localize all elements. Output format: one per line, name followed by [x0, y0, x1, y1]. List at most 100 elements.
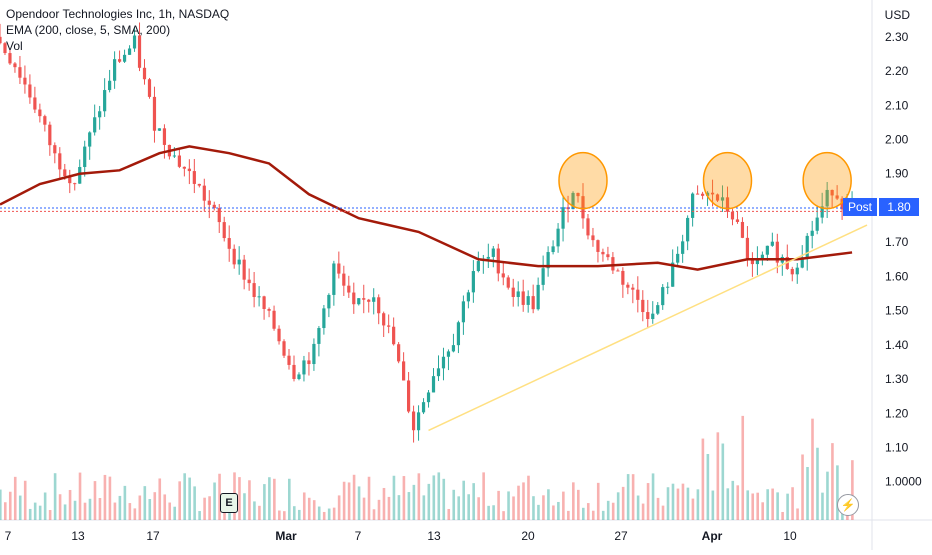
candle-body — [441, 356, 446, 369]
x-tick-label: 13 — [71, 529, 85, 543]
x-tick-label: Mar — [275, 529, 297, 543]
candle-body — [73, 183, 77, 185]
post-market-badge: Post — [843, 198, 877, 216]
candle-body — [23, 77, 27, 85]
volume-bar — [238, 477, 241, 520]
volume-bar — [347, 482, 351, 520]
lightning-icon[interactable]: ⚡ — [837, 494, 859, 516]
volume-bar — [497, 490, 500, 520]
earnings-marker-icon[interactable]: E — [220, 493, 238, 513]
candle-body — [127, 48, 132, 55]
candle-body — [217, 208, 221, 223]
volume-bar — [357, 486, 361, 520]
candle-body — [616, 270, 620, 272]
x-tick-label: 27 — [614, 529, 628, 543]
volume-bar — [18, 495, 22, 520]
candle-body — [297, 374, 301, 379]
candle-body — [715, 194, 720, 201]
volume-bar — [721, 443, 725, 520]
candle-body — [426, 392, 431, 403]
symbol-title[interactable]: Opendoor Technologies Inc, 1h, NASDAQ — [6, 7, 230, 21]
candle-body — [641, 299, 645, 313]
candle-body — [0, 36, 2, 44]
volume-bar — [392, 475, 396, 520]
candle-body — [835, 195, 839, 199]
volume-bar — [367, 476, 371, 520]
candle-body — [471, 271, 475, 293]
top-circle-annotation — [802, 151, 852, 210]
candle-body — [745, 237, 750, 260]
volume-bar — [342, 481, 346, 520]
volume-bar — [297, 509, 301, 520]
candle-body — [531, 296, 535, 310]
candle-body — [431, 376, 436, 393]
volume-bar — [198, 511, 201, 520]
y-tick-label: 1.0000 — [885, 475, 922, 489]
volume-bar — [811, 418, 814, 520]
candle-body — [466, 292, 470, 302]
candle-body — [730, 211, 735, 220]
volume-bar — [572, 482, 575, 520]
volume-bar — [153, 492, 157, 520]
candle-body — [461, 301, 466, 323]
candle-body — [536, 284, 540, 310]
candle-body — [117, 59, 122, 62]
candle-body — [686, 217, 690, 242]
volume-bar — [676, 488, 680, 520]
volume-bar — [701, 438, 705, 520]
x-tick-label: 20 — [521, 529, 535, 543]
volume-bar — [821, 492, 824, 520]
candle-body — [18, 67, 22, 78]
volume-bar — [731, 480, 735, 520]
volume-legend[interactable]: Vol — [6, 39, 23, 53]
candle-body — [750, 259, 755, 265]
volume-bar — [477, 497, 480, 520]
ema-legend[interactable]: EMA (200, close, 5, SMA, 200) — [6, 23, 171, 37]
volume-bar — [407, 492, 411, 520]
candle-body — [122, 54, 127, 62]
candle-body — [571, 192, 575, 210]
volume-bar — [716, 432, 720, 520]
candle-body — [720, 197, 725, 201]
candle-body — [631, 287, 635, 290]
volume-bar — [711, 490, 715, 520]
volume-bar — [581, 507, 585, 520]
volume-bar — [417, 473, 421, 520]
candle-body — [596, 240, 600, 252]
candle-body — [317, 328, 321, 344]
top-circle-annotation — [558, 151, 608, 210]
volume-bar — [113, 502, 117, 520]
candle-body — [327, 294, 331, 309]
volume-bar — [268, 477, 271, 520]
currency-label[interactable]: USD — [884, 8, 910, 22]
x-tick-label: 17 — [146, 529, 160, 543]
volume-bar — [766, 489, 769, 520]
x-tick-label: Apr — [702, 529, 723, 543]
candle-body — [696, 193, 700, 195]
candle-body — [3, 43, 7, 54]
candle-body — [212, 204, 216, 209]
volume-bar — [482, 472, 485, 520]
volume-bar — [507, 491, 510, 520]
candle-body — [770, 241, 774, 246]
volume-bar — [512, 496, 515, 520]
volume-bar — [567, 510, 570, 520]
volume-bar — [422, 495, 426, 520]
volume-bar — [397, 495, 401, 520]
volume-bar — [836, 465, 839, 520]
y-tick-label: 2.20 — [885, 64, 909, 78]
volume-bar — [402, 476, 406, 520]
volume-bar — [831, 443, 834, 520]
volume-bar — [23, 480, 27, 520]
top-circle-annotation — [702, 151, 753, 210]
volume-bar — [621, 486, 625, 520]
candle-body — [810, 230, 814, 236]
volume-bar — [28, 508, 32, 520]
candle-body — [307, 360, 311, 365]
ema-200-line — [0, 145, 853, 271]
volume-bar — [362, 497, 366, 520]
volume-bar — [801, 454, 804, 520]
candle-body — [277, 328, 281, 342]
